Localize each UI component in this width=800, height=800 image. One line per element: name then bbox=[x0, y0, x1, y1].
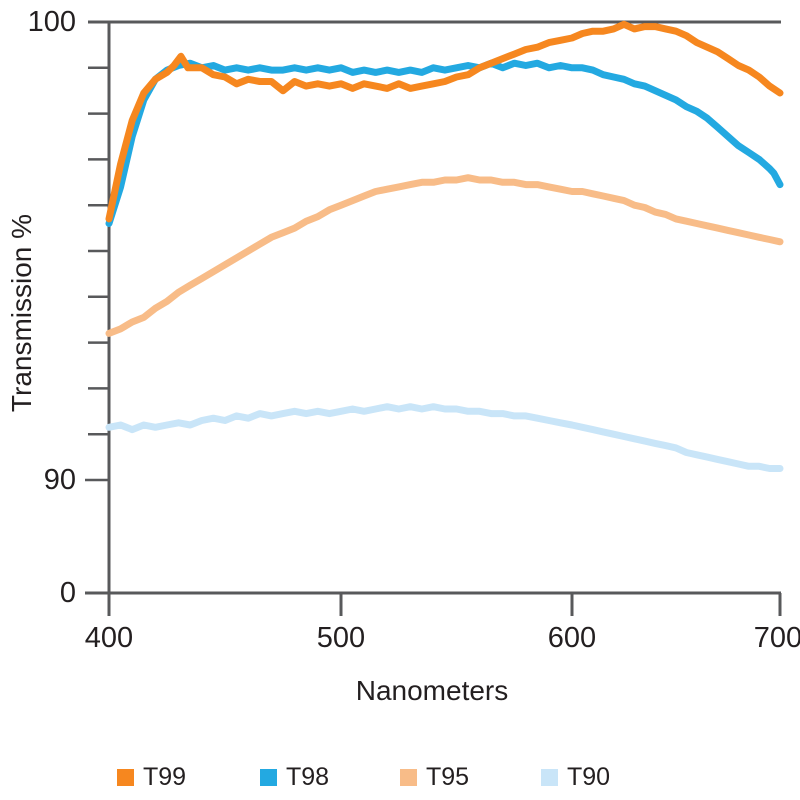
legend-swatch-t90 bbox=[541, 768, 558, 786]
legend-label-t95: T95 bbox=[426, 763, 470, 791]
legend-swatch-t95 bbox=[400, 768, 417, 786]
legend-item-t90: T90 bbox=[541, 764, 610, 790]
series-line-t98 bbox=[105, 59, 784, 227]
legend-label-t98: T98 bbox=[286, 763, 330, 791]
legend-label-t90: T90 bbox=[567, 763, 611, 791]
chart-plot-area bbox=[85, 20, 784, 616]
y-tick-label-0: 0 bbox=[59, 577, 76, 609]
legend: T99 T98 T95 T90 bbox=[0, 760, 800, 796]
legend-item-t99: T99 bbox=[117, 764, 186, 790]
series-line-t95 bbox=[105, 174, 784, 337]
y-tick-label-100: 100 bbox=[27, 6, 76, 38]
legend-item-t98: T98 bbox=[260, 764, 329, 790]
x-tick-label-400: 400 bbox=[84, 622, 134, 654]
legend-label-t99: T99 bbox=[143, 763, 187, 791]
legend-swatch-t99 bbox=[117, 768, 134, 786]
legend-item-t95: T95 bbox=[400, 764, 469, 790]
x-tick-label-600: 600 bbox=[547, 622, 597, 654]
y-tick-label-90: 90 bbox=[43, 464, 76, 496]
x-tick-label-500: 500 bbox=[316, 622, 366, 654]
series-line-t99 bbox=[105, 20, 784, 223]
x-tick-label-700: 700 bbox=[753, 622, 800, 654]
series-line-t90 bbox=[105, 403, 784, 472]
legend-swatch-t98 bbox=[260, 768, 277, 786]
y-axis-title: Transmission % bbox=[6, 213, 37, 413]
x-axis-title: Nanometers bbox=[355, 675, 509, 706]
